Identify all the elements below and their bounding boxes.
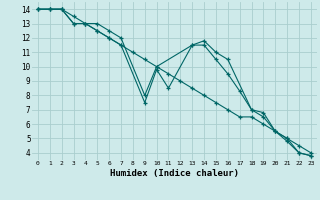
X-axis label: Humidex (Indice chaleur): Humidex (Indice chaleur): [110, 169, 239, 178]
